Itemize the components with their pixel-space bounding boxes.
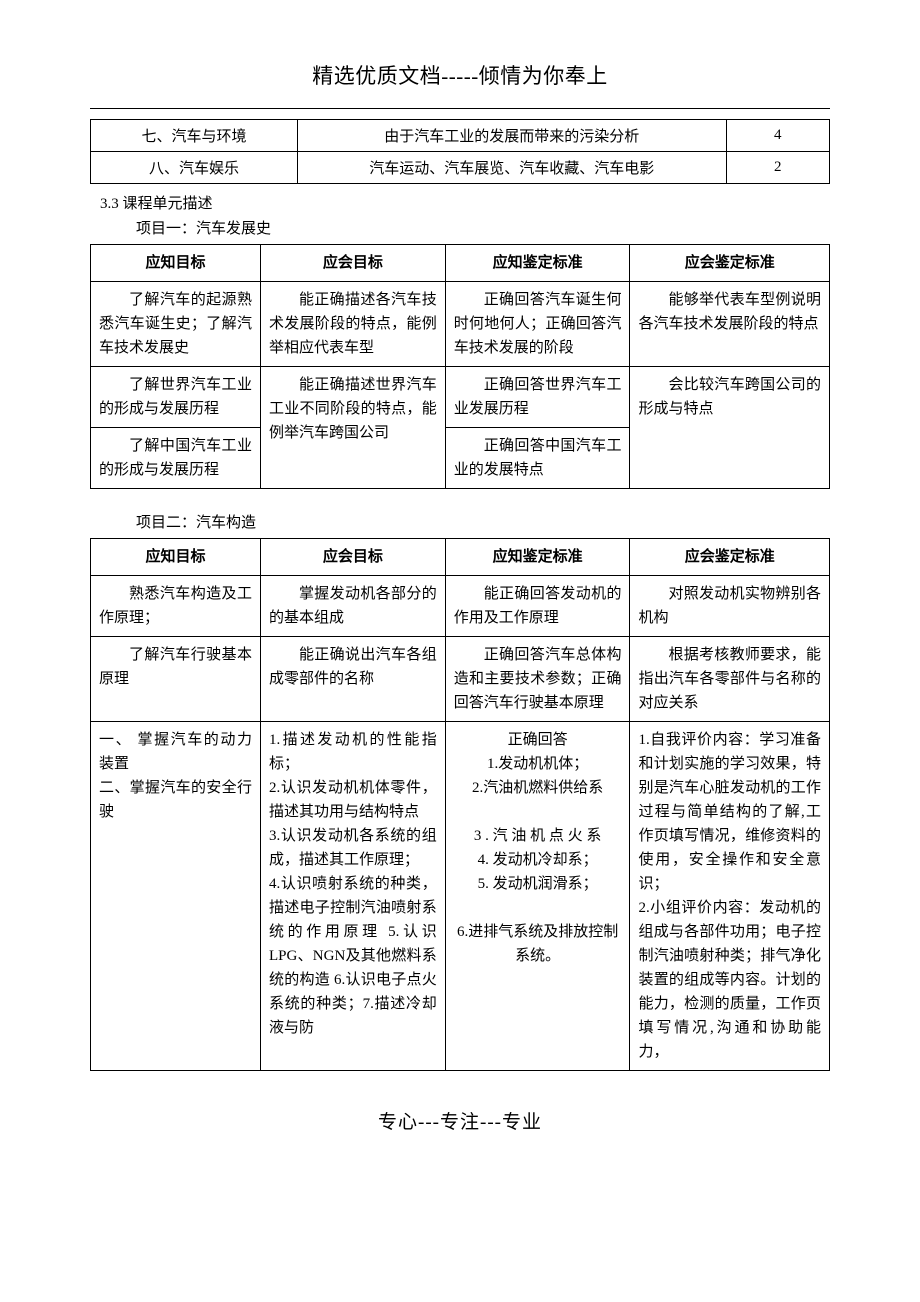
th-know-goal: 应知目标	[91, 539, 261, 576]
table-row: 了解汽车的起源熟悉汽车诞生史；了解汽车技术发展史 能正确描述各汽车技术发展阶段的…	[91, 282, 830, 367]
table-row: 熟悉汽车构造及工作原理； 掌握发动机各部分的的基本组成 能正确回答发动机的作用及…	[91, 576, 830, 637]
cell: 1.自我评价内容：学习准备和计划实施的学习效果，特别是汽车心脏发动机的工作过程与…	[630, 722, 830, 1071]
cell-hours: 2	[726, 152, 829, 184]
th-skill-std: 应会鉴定标准	[630, 539, 830, 576]
cell: 掌握发动机各部分的的基本组成	[260, 576, 445, 637]
cell: 能够举代表车型例说明各汽车技术发展阶段的特点	[630, 282, 830, 367]
cell: 正确回答中国汽车工业的发展特点	[445, 428, 630, 489]
th-skill-goal: 应会目标	[260, 245, 445, 282]
cell: 正确回答 1.发动机机体； 2.汽油机燃料供给系 3 . 汽 油 机 点 火 系…	[445, 722, 630, 1071]
th-know-std: 应知鉴定标准	[445, 245, 630, 282]
cell: 了解世界汽车工业的形成与发展历程	[91, 367, 261, 428]
cell: 一、 掌握汽车的动力装置 二、掌握汽车的安全行驶	[91, 722, 261, 1071]
table-header-row: 应知目标 应会目标 应知鉴定标准 应会鉴定标准	[91, 539, 830, 576]
cell-hours: 4	[726, 120, 829, 152]
table-header-row: 应知目标 应会目标 应知鉴定标准 应会鉴定标准	[91, 245, 830, 282]
cell: 1.描述发动机的性能指标； 2.认识发动机机体零件，描述其功用与结构特点 3.认…	[260, 722, 445, 1071]
th-skill-goal: 应会目标	[260, 539, 445, 576]
table-row: 八、汽车娱乐 汽车运动、汽车展览、汽车收藏、汽车电影 2	[91, 152, 830, 184]
cell-desc: 汽车运动、汽车展览、汽车收藏、汽车电影	[297, 152, 726, 184]
table-row: 一、 掌握汽车的动力装置 二、掌握汽车的安全行驶 1.描述发动机的性能指标； 2…	[91, 722, 830, 1071]
cell-topic: 八、汽车娱乐	[91, 152, 298, 184]
cell: 会比较汽车跨国公司的形成与特点	[630, 367, 830, 489]
cell: 能正确描述世界汽车工业不同阶段的特点，能例举汽车跨国公司	[260, 367, 445, 489]
cell: 了解汽车行驶基本原理	[91, 637, 261, 722]
cell: 正确回答汽车总体构造和主要技术参数；正确回答汽车行驶基本原理	[445, 637, 630, 722]
section-heading: 3.3 课程单元描述	[100, 192, 830, 213]
top-summary-table: 七、汽车与环境 由于汽车工业的发展而带来的污染分析 4 八、汽车娱乐 汽车运动、…	[90, 119, 830, 184]
cell: 了解中国汽车工业的形成与发展历程	[91, 428, 261, 489]
project1-table: 应知目标 应会目标 应知鉴定标准 应会鉴定标准 了解汽车的起源熟悉汽车诞生史；了…	[90, 244, 830, 489]
project1-title: 项目一：汽车发展史	[136, 217, 830, 238]
cell: 熟悉汽车构造及工作原理；	[91, 576, 261, 637]
th-know-goal: 应知目标	[91, 245, 261, 282]
page-header: 精选优质文档-----倾情为你奉上	[90, 60, 830, 90]
cell: 能正确说出汽车各组成零部件的名称	[260, 637, 445, 722]
project2-title: 项目二：汽车构造	[136, 511, 830, 532]
cell: 能正确描述各汽车技术发展阶段的特点，能例举相应代表车型	[260, 282, 445, 367]
cell-desc: 由于汽车工业的发展而带来的污染分析	[297, 120, 726, 152]
page-footer: 专心---专注---专业	[90, 1107, 830, 1134]
cell: 正确回答世界汽车工业发展历程	[445, 367, 630, 428]
cell-topic: 七、汽车与环境	[91, 120, 298, 152]
th-know-std: 应知鉴定标准	[445, 539, 630, 576]
cell: 了解汽车的起源熟悉汽车诞生史；了解汽车技术发展史	[91, 282, 261, 367]
header-rule	[90, 108, 830, 109]
table-row: 了解汽车行驶基本原理 能正确说出汽车各组成零部件的名称 正确回答汽车总体构造和主…	[91, 637, 830, 722]
table-row: 了解世界汽车工业的形成与发展历程 能正确描述世界汽车工业不同阶段的特点，能例举汽…	[91, 367, 830, 428]
th-skill-std: 应会鉴定标准	[630, 245, 830, 282]
table-row: 七、汽车与环境 由于汽车工业的发展而带来的污染分析 4	[91, 120, 830, 152]
cell: 正确回答汽车诞生何时何地何人；正确回答汽车技术发展的阶段	[445, 282, 630, 367]
cell: 根据考核教师要求，能指出汽车各零部件与名称的对应关系	[630, 637, 830, 722]
project2-table: 应知目标 应会目标 应知鉴定标准 应会鉴定标准 熟悉汽车构造及工作原理； 掌握发…	[90, 538, 830, 1071]
cell: 能正确回答发动机的作用及工作原理	[445, 576, 630, 637]
cell: 对照发动机实物辨别各机构	[630, 576, 830, 637]
